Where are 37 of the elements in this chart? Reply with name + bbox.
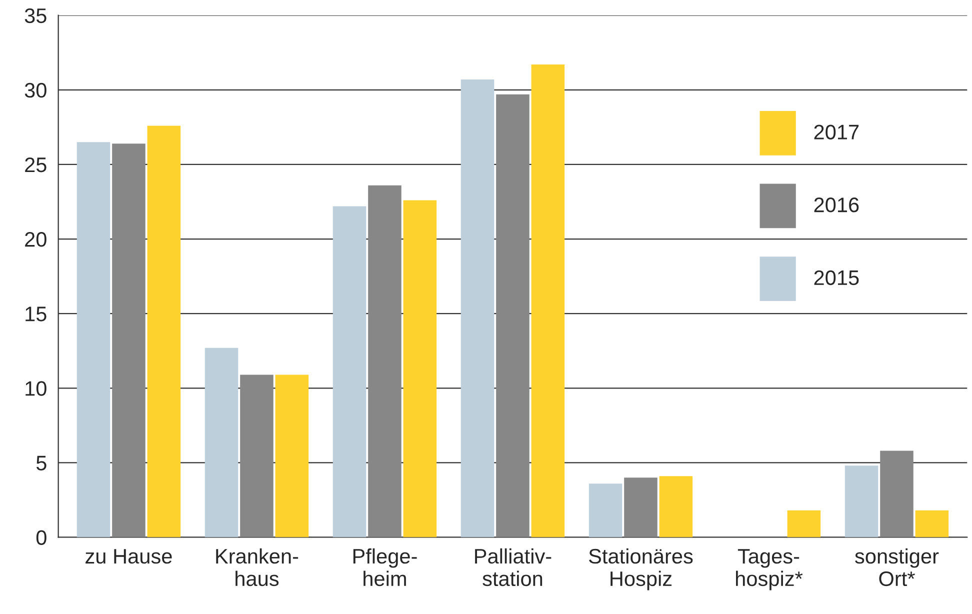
bar xyxy=(204,348,238,538)
y-tick-label: 0 xyxy=(36,530,46,546)
x-tick-label: sonstiger Ort* xyxy=(855,548,939,586)
x-tick-label: Pflege- heim xyxy=(353,548,417,586)
x-tick-label: Tages- hospiz* xyxy=(736,549,803,590)
y-tick-label: 5 xyxy=(36,456,46,470)
x-tick-label: zu Hause xyxy=(86,549,172,564)
bar xyxy=(787,510,821,538)
y-tick-label: 30 xyxy=(24,82,46,98)
bar xyxy=(112,144,146,538)
bar xyxy=(659,476,693,538)
legend-label: 2017 xyxy=(814,124,859,140)
x-tick-label: Kranken- haus xyxy=(216,548,298,586)
x-tick-label: Stationäres Hospiz xyxy=(588,548,693,590)
legend-label: 2015 xyxy=(814,270,859,286)
bar xyxy=(915,510,949,538)
y-tick-label: 10 xyxy=(26,381,46,396)
bar xyxy=(76,142,110,538)
legend-label: 2016 xyxy=(814,198,859,212)
y-tick-label: 20 xyxy=(25,232,46,247)
bar xyxy=(624,478,658,538)
bar xyxy=(403,200,437,538)
bar xyxy=(332,206,366,538)
y-tick-label: 15 xyxy=(26,306,46,322)
bar xyxy=(460,79,494,538)
x-tick-label: Palliativ- station xyxy=(475,548,552,586)
y-tick-label: 25 xyxy=(25,157,46,172)
bar xyxy=(368,185,402,538)
bar xyxy=(531,64,565,538)
bar xyxy=(275,374,309,538)
y-tick-label: 35 xyxy=(24,8,46,24)
bar xyxy=(240,374,274,538)
bar xyxy=(588,484,622,538)
bar xyxy=(880,450,914,538)
bar xyxy=(147,126,181,538)
bar xyxy=(844,466,878,538)
bar xyxy=(496,94,530,538)
